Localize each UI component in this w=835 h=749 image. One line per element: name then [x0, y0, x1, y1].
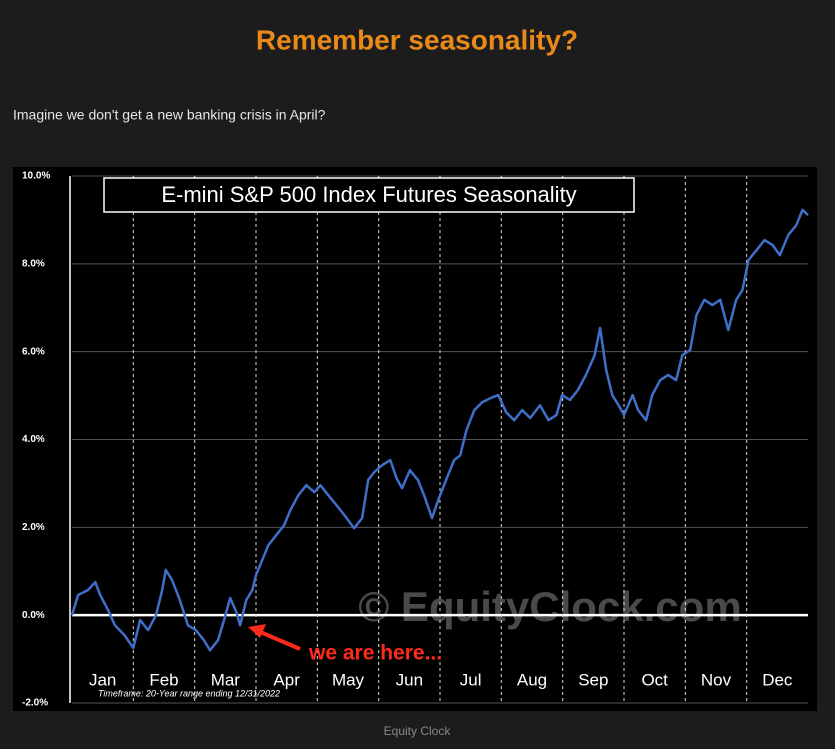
- plot: -2.0% 0.0% 2.0% 4.0% 6.0% 8.0% 10.0% Jan Feb Mar A…: [22, 171, 809, 709]
- chart-title-box: [103, 177, 635, 213]
- x-tick-label: Nov: [701, 670, 732, 689]
- x-tick-label: Dec: [762, 670, 793, 689]
- y-tick-label: 6.0%: [22, 346, 45, 357]
- seasonality-line: [70, 208, 809, 652]
- x-tick-label: Jul: [460, 670, 482, 689]
- caption: Equity Clock: [384, 724, 452, 738]
- y-tick-label: 0.0%: [22, 610, 45, 621]
- y-tick-label: 2.0%: [22, 522, 45, 533]
- x-tick-label: Jan: [89, 670, 116, 689]
- x-tick-label: Jun: [396, 670, 423, 689]
- x-tick-label: Sep: [578, 670, 608, 689]
- annotation-arrowhead: [248, 624, 266, 638]
- watermark: © EquityClock.com: [358, 583, 741, 630]
- y-tick-label: -2.0%: [22, 698, 48, 709]
- annotation-arrow: [257, 629, 301, 651]
- y-tick-label: 10.0%: [22, 171, 50, 182]
- x-tick-label: May: [332, 670, 365, 689]
- x-tick-label: Feb: [149, 670, 178, 689]
- page-title: Remember seasonality?: [256, 24, 578, 55]
- x-tick-label: Apr: [273, 670, 300, 689]
- x-tick-label: Oct: [641, 670, 668, 689]
- footnote: Timeframe: 20-Year range ending 12/31/20…: [98, 688, 280, 698]
- chart-title: E-mini S&P 500 Index Futures Seasonality: [161, 182, 576, 207]
- annotation: we are here...: [308, 642, 442, 665]
- page-subtitle: Imagine we don't get a new banking crisi…: [13, 107, 326, 123]
- y-tick-label: 8.0%: [22, 258, 45, 269]
- x-tick-label: Mar: [211, 670, 241, 689]
- y-tick-label: 4.0%: [22, 434, 45, 445]
- x-tick-label: Aug: [517, 670, 547, 689]
